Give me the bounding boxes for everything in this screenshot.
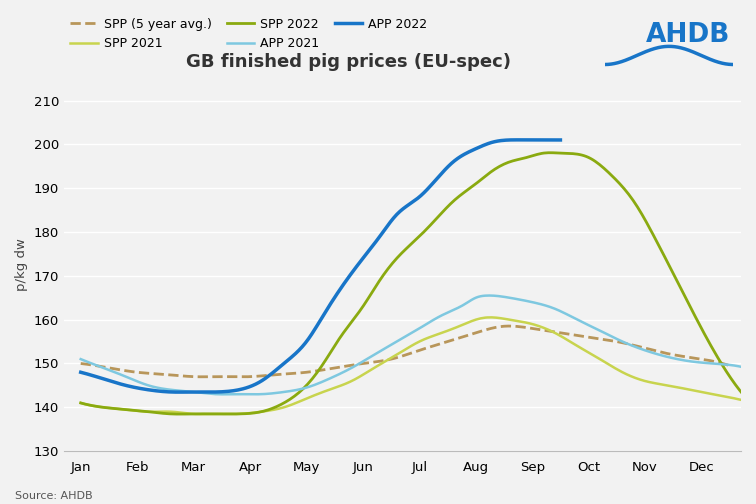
Legend: SPP (5 year avg.), SPP 2021, SPP 2022, APP 2021, APP 2022: SPP (5 year avg.), SPP 2021, SPP 2022, A… bbox=[70, 18, 427, 50]
Text: Source: AHDB: Source: AHDB bbox=[15, 491, 93, 501]
Title: GB finished pig prices (EU-spec): GB finished pig prices (EU-spec) bbox=[186, 53, 511, 72]
Text: AHDB: AHDB bbox=[646, 22, 730, 48]
Y-axis label: p/kg dw: p/kg dw bbox=[15, 238, 28, 291]
